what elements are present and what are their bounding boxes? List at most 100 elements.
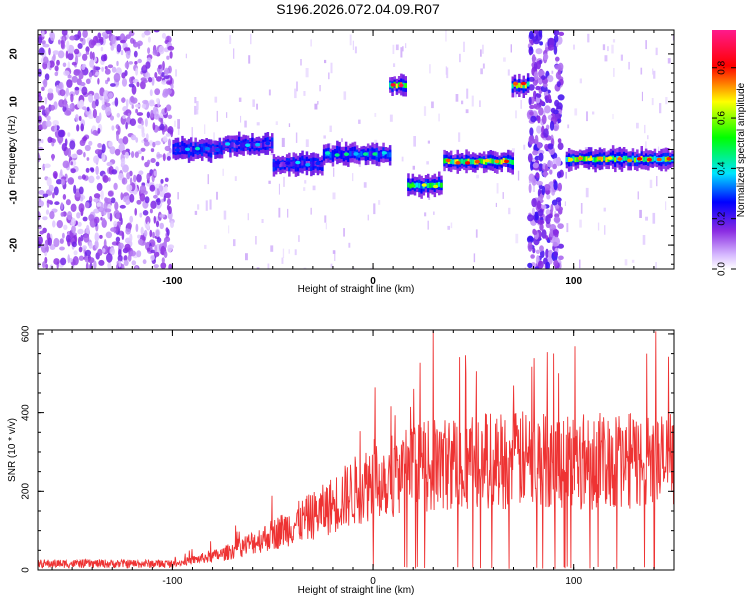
tone-core: [524, 83, 528, 89]
heat-speck: [116, 60, 119, 67]
tone-peak: [204, 146, 211, 151]
heat-speck: [162, 135, 168, 142]
heat-speck: [91, 100, 97, 109]
tone-core: [633, 157, 637, 163]
heat-speck: [604, 55, 608, 62]
heat-speck: [133, 174, 137, 183]
heat-speck: [136, 250, 142, 258]
tone-core: [605, 157, 608, 163]
heat-speck: [110, 83, 116, 87]
heat-speck: [165, 227, 169, 233]
spike-speck: [558, 255, 564, 261]
tone-core: [642, 157, 646, 163]
heat-speck: [652, 68, 654, 75]
heat-speck: [49, 244, 56, 251]
tone-peak: [455, 161, 461, 165]
heat-speck: [46, 177, 52, 187]
heat-speck: [60, 257, 67, 266]
heat-speck: [55, 84, 60, 93]
heat-speck: [314, 103, 318, 110]
heat-speck: [131, 97, 138, 104]
heat-speck: [209, 199, 212, 210]
heat-speck: [517, 170, 520, 181]
heat-speck: [603, 207, 606, 212]
heat-speck: [341, 138, 343, 142]
heat-speck: [57, 50, 65, 59]
heat-speck: [156, 197, 161, 206]
tone-peak: [343, 152, 350, 156]
heat-speck: [153, 113, 160, 120]
heat-speck: [117, 125, 121, 135]
heat-speck: [73, 250, 78, 256]
heat-speck: [165, 133, 171, 137]
tone-core: [420, 183, 423, 189]
heat-speck: [44, 256, 48, 264]
spike-speck: [543, 184, 551, 191]
tone-core: [467, 158, 470, 164]
spike-speck: [558, 31, 565, 36]
heat-speck: [164, 107, 167, 114]
tone-peak: [597, 156, 603, 161]
tone-peak: [656, 157, 662, 162]
heat-speck: [115, 212, 121, 220]
spike-speck: [543, 53, 549, 61]
heat-speck: [167, 138, 172, 148]
spike-speck: [541, 204, 547, 209]
colorbar-tick-label: 0.4: [717, 161, 728, 175]
heat-speck: [62, 160, 70, 169]
spike-speck: [557, 118, 562, 124]
heat-speck: [65, 87, 69, 97]
heat-speck: [135, 266, 138, 269]
tone-core: [482, 159, 486, 165]
spike-speck: [554, 64, 562, 70]
heat-speck: [109, 212, 113, 222]
heat-speck: [214, 96, 218, 103]
spike-speck: [536, 180, 543, 186]
spike-speck: [548, 37, 555, 48]
heat-speck: [665, 97, 668, 105]
tone-core: [231, 141, 234, 147]
heat-speck: [73, 48, 80, 55]
heat-speck: [96, 175, 100, 180]
heat-speck: [100, 216, 103, 221]
tone-core: [303, 160, 306, 166]
heat-speck: [155, 229, 160, 237]
spike-speck: [541, 114, 547, 125]
heat-speck: [71, 153, 78, 159]
heat-speck: [628, 61, 630, 70]
heat-speck: [191, 127, 193, 138]
heat-speck: [102, 175, 109, 183]
heat-speck: [61, 30, 68, 36]
tone-core: [502, 158, 506, 163]
heat-speck: [223, 210, 227, 220]
heat-speck: [367, 214, 369, 221]
spike-speck: [527, 214, 534, 222]
heat-speck: [136, 112, 144, 116]
heat-speck: [294, 88, 297, 99]
heat-speck: [166, 156, 171, 161]
heat-speck: [543, 110, 546, 117]
tone-core: [522, 83, 525, 89]
heat-speck: [77, 175, 83, 180]
heat-speck: [82, 53, 88, 61]
tone-core: [322, 152, 326, 158]
y-tick-label: 0: [9, 146, 20, 152]
heat-speck: [75, 114, 79, 122]
heat-speck: [137, 43, 141, 50]
heat-speck: [655, 262, 657, 269]
heat-speck: [287, 208, 289, 218]
heat-speck: [672, 34, 674, 41]
heat-speck: [122, 114, 126, 119]
snr-series-line: [38, 330, 674, 570]
tone-core: [203, 146, 206, 152]
heat-speck: [141, 103, 147, 109]
tone-core: [452, 159, 455, 165]
heat-speck: [136, 81, 140, 87]
spike-speck: [550, 107, 556, 114]
spike-speck: [557, 69, 561, 75]
tone-core: [192, 147, 195, 153]
tone-core: [260, 142, 263, 148]
tone-core: [179, 147, 182, 153]
heat-speck: [101, 97, 105, 106]
heat-speck: [144, 140, 150, 147]
